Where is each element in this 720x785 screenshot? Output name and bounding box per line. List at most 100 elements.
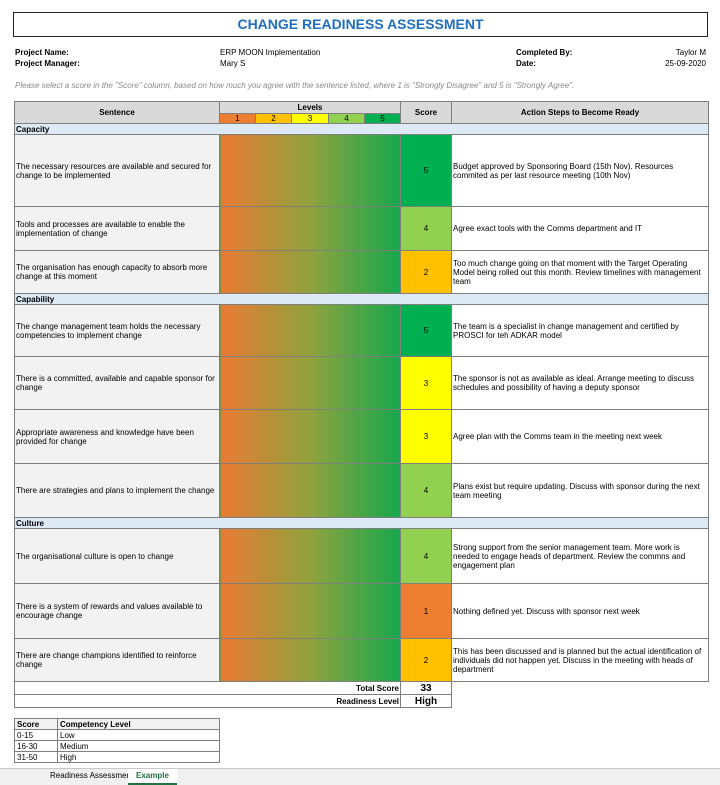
- level-gradient: [218, 206, 402, 251]
- item-row: Appropriate awareness and knowledge have…: [14, 409, 710, 464]
- score[interactable]: 3: [400, 356, 453, 410]
- sheet-tab[interactable]: Readiness Assessment: [50, 771, 134, 780]
- legend-cell: Low: [57, 729, 220, 741]
- summary-value: High: [400, 694, 453, 708]
- legend-table: Score Competency Level 0-15 Low 16-30 Medium 3…: [14, 718, 220, 763]
- level-gradient: [218, 528, 402, 584]
- action: Agree exact tools with the Comms departm…: [451, 206, 710, 251]
- sentence: There is a system of rewards and values …: [14, 583, 220, 639]
- level-number: 2: [255, 113, 292, 124]
- legend-header: Score Competency Level: [14, 718, 220, 730]
- action: The team is a specialist in change manag…: [451, 304, 710, 357]
- section-row: Capability: [13, 293, 710, 305]
- label: Project Manager:: [15, 59, 80, 68]
- instruction: Please select a score in the "Score" col…: [15, 81, 575, 90]
- score[interactable]: 5: [400, 304, 453, 357]
- column-header: Score: [400, 101, 453, 124]
- item-row: The organisational culture is open to ch…: [14, 528, 710, 584]
- label: Date:: [516, 59, 537, 68]
- score[interactable]: 4: [400, 206, 453, 251]
- legend-row: 16-30 Medium: [14, 740, 220, 752]
- value: ERP MOON Implementation: [220, 48, 321, 57]
- legend-row: 0-15 Low: [14, 729, 220, 741]
- legend-cell: 16-30: [14, 740, 58, 752]
- level-number: 3: [291, 113, 329, 124]
- action: The sponsor is not as available as ideal…: [451, 356, 710, 410]
- action: This has been discussed and is planned b…: [451, 638, 710, 682]
- level-gradient: [218, 134, 402, 207]
- sentence: The necessary resources are available an…: [14, 134, 220, 207]
- legend-cell: Medium: [57, 740, 220, 752]
- action: Budget approved by Sponsoring Board (15t…: [451, 134, 710, 207]
- section-row: Capacity: [13, 123, 710, 135]
- summary-row: Total Score 33: [13, 681, 709, 695]
- score[interactable]: 2: [400, 250, 453, 294]
- sheet-tab[interactable]: Example: [128, 769, 177, 785]
- item-row: The organisation has enough capacity to …: [14, 250, 710, 294]
- sentence: The organisation has enough capacity to …: [14, 250, 220, 294]
- column-header: Levels: [218, 101, 402, 114]
- label: Completed By:: [516, 48, 573, 57]
- action: Strong support from the senior managemen…: [451, 528, 710, 584]
- legend-cell: 0-15: [14, 729, 58, 741]
- level-gradient: [218, 304, 402, 357]
- action: Too much change going on that moment wit…: [451, 250, 710, 294]
- legend-column: Competency Level: [57, 718, 220, 730]
- level-gradient: [218, 463, 402, 518]
- value: 25-09-2020: [665, 59, 706, 68]
- level-gradient: [218, 356, 402, 410]
- item-row: There is a committed, available and capa…: [14, 356, 710, 410]
- value: Taylor M: [675, 48, 706, 57]
- header-row: Sentence Levels Score Action Steps to Becom…: [14, 101, 710, 124]
- legend-cell: 31-50: [14, 751, 58, 763]
- sentence: Appropriate awareness and knowledge have…: [14, 409, 220, 464]
- item-row: There are change champions identified to…: [14, 638, 710, 682]
- level-gradient: [218, 638, 402, 682]
- score[interactable]: 4: [400, 528, 453, 584]
- column-header: Sentence: [14, 101, 220, 124]
- summary-label: Total Score: [13, 681, 402, 695]
- sentence: Tools and processes are available to ena…: [14, 206, 220, 251]
- sentence: The change management team holds the nec…: [14, 304, 220, 357]
- value: Mary S: [220, 59, 246, 68]
- sentence: There are strategies and plans to implem…: [14, 463, 220, 518]
- summary-value: 33: [400, 681, 453, 695]
- level-gradient: [218, 250, 402, 294]
- column-header: Action Steps to Become Ready: [451, 101, 710, 124]
- level-number: 1: [219, 113, 256, 124]
- score[interactable]: 5: [400, 134, 453, 207]
- action: Agree plan with the Comms team in the me…: [451, 409, 710, 464]
- score[interactable]: 1: [400, 583, 453, 639]
- score[interactable]: 2: [400, 638, 453, 682]
- assessment-table: Sentence Levels Score Action Steps to Becom…: [13, 101, 710, 708]
- title: CHANGE READINESS ASSESSMENT: [13, 12, 708, 37]
- item-row: The necessary resources are available an…: [14, 134, 710, 207]
- item-row: The change management team holds the nec…: [14, 304, 710, 357]
- action: Nothing defined yet. Discuss with sponso…: [451, 583, 710, 639]
- level-number: 4: [328, 113, 365, 124]
- summary-row: Readiness Level High: [13, 694, 709, 708]
- summary-label: Readiness Level: [13, 694, 402, 708]
- level-gradient: [218, 583, 402, 639]
- legend-column: Score: [14, 718, 58, 730]
- score[interactable]: 4: [400, 463, 453, 518]
- sentence: There are change champions identified to…: [14, 638, 220, 682]
- sentence: There is a committed, available and capa…: [14, 356, 220, 410]
- section-name: Capacity: [13, 123, 710, 135]
- item-row: There is a system of rewards and values …: [14, 583, 710, 639]
- level-number: 5: [363, 113, 402, 124]
- level-gradient: [218, 409, 402, 464]
- label: Project Name:: [15, 48, 69, 57]
- blank: [452, 695, 709, 708]
- action: Plans exist but require updating. Discus…: [451, 463, 710, 518]
- blank: [452, 682, 709, 695]
- item-row: Tools and processes are available to ena…: [14, 206, 710, 251]
- section-row: Culture: [13, 517, 710, 529]
- legend-cell: High: [57, 751, 220, 763]
- score[interactable]: 3: [400, 409, 453, 464]
- sheet-tabs: Readiness Assessment Example: [0, 768, 720, 785]
- item-row: There are strategies and plans to implem…: [14, 463, 710, 518]
- legend-row: 31-50 High: [14, 751, 220, 763]
